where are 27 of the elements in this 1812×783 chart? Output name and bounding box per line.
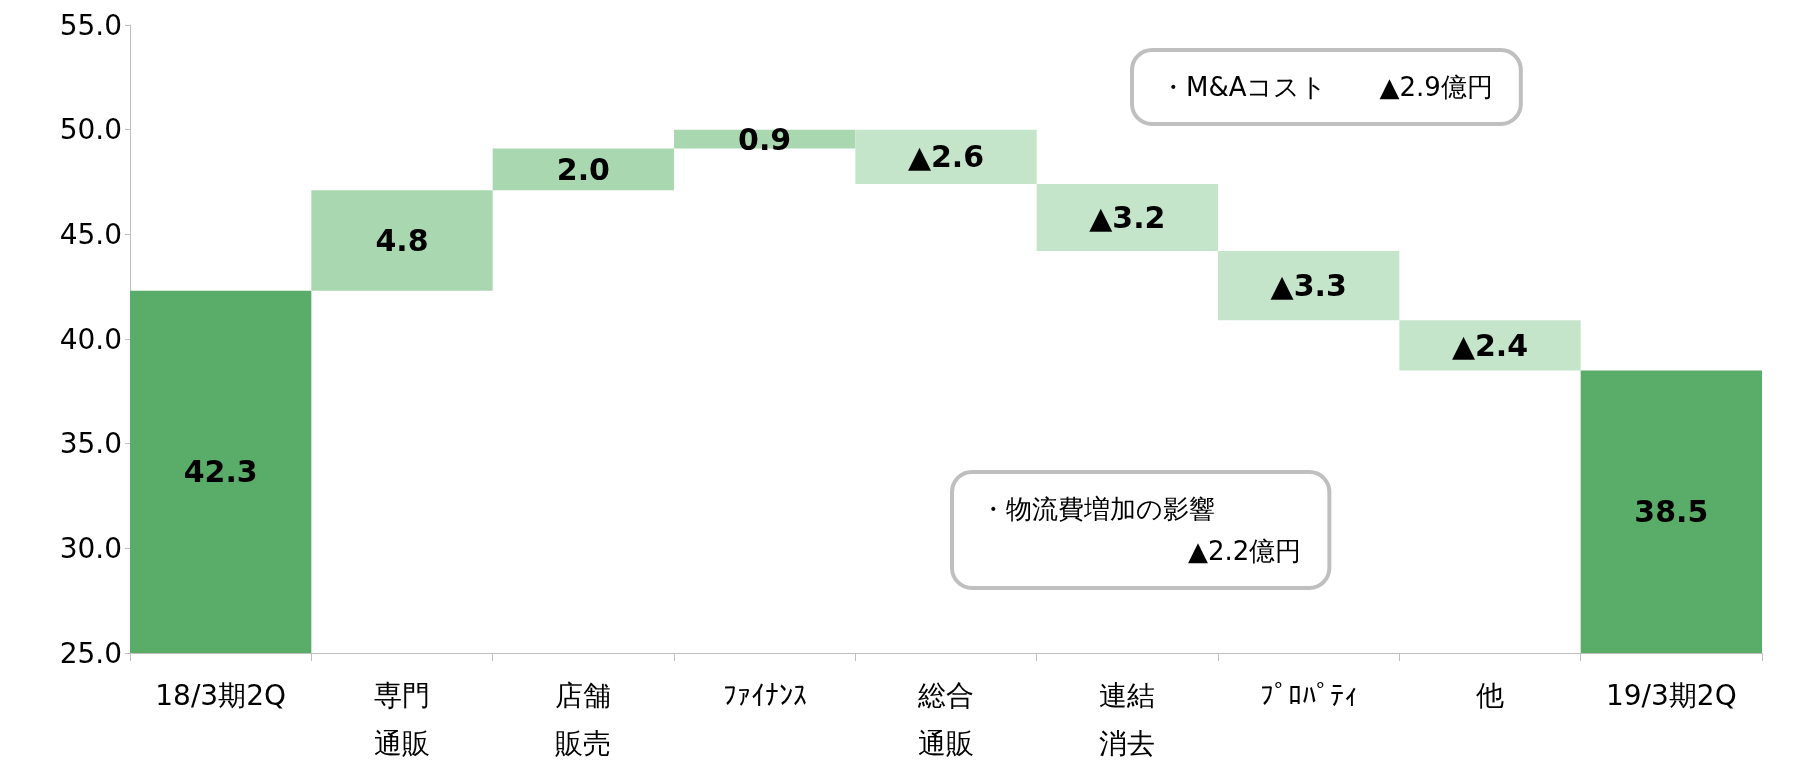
- data-label: ▲2.4: [1451, 327, 1529, 363]
- data-label: 0.9: [738, 121, 792, 157]
- annotation: ・物流費増加の影響 ▲2.2億円: [980, 494, 1302, 566]
- x-tick-label: ﾌｧｲﾅﾝｽ: [722, 678, 807, 712]
- y-tick-label: 25.0: [59, 636, 122, 670]
- y-tick-label: 45.0: [59, 217, 122, 251]
- x-tick-label: 店舗販売: [555, 678, 612, 760]
- x-tick-label: 19/3期2Q: [1605, 678, 1737, 712]
- data-label: ▲3.2: [1089, 200, 1166, 236]
- y-tick-label: 50.0: [59, 113, 122, 147]
- x-tick-label: 総合通販: [917, 678, 974, 760]
- annotation: ・M&Aコスト ▲2.9億円: [1160, 72, 1493, 102]
- x-tick-label: 18/3期2Q: [155, 678, 287, 712]
- y-tick-label: 55.0: [59, 8, 122, 42]
- y-tick-label: 30.0: [59, 531, 122, 565]
- data-label: 4.8: [375, 223, 429, 259]
- x-tick-label: 専門通販: [374, 678, 430, 760]
- x-tick-label: 連結消去: [1099, 678, 1156, 760]
- x-tick-label: 他: [1476, 678, 1504, 712]
- data-label: 2.0: [556, 151, 610, 187]
- x-tick-label: ﾌﾟﾛﾊﾟﾃｨ: [1259, 678, 1358, 712]
- data-label: ▲3.3: [1270, 268, 1347, 304]
- y-tick-label: 40.0: [59, 322, 122, 356]
- data-label: 38.5: [1634, 494, 1709, 530]
- data-label: 42.3: [183, 454, 258, 490]
- data-label: ▲2.6: [907, 139, 985, 175]
- y-tick-label: 35.0: [59, 427, 122, 461]
